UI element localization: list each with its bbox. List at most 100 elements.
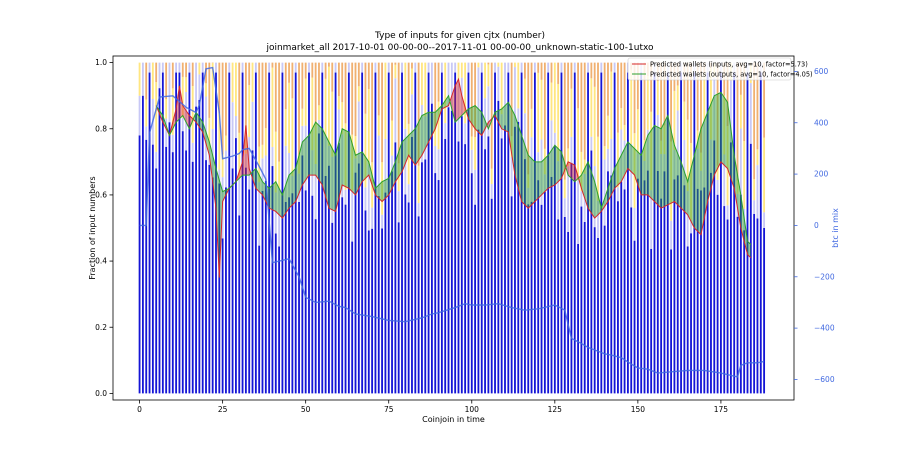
bar-segment-orange: [355, 63, 357, 137]
bar-segment-lightblue: [155, 152, 157, 169]
bar-segment-lightblue: [242, 63, 244, 73]
bar-segment-blue: [358, 163, 360, 393]
bar-segment-orange: [391, 63, 393, 121]
bar-segment-orange: [624, 63, 626, 125]
bar-segment-blue: [750, 144, 752, 394]
bar-segment-blue: [198, 100, 200, 393]
bar-segment-blue: [222, 238, 224, 393]
bar-segment-orange: [165, 63, 167, 99]
bar-segment-yellow: [683, 102, 685, 140]
bar-segment-lightblue: [182, 118, 184, 131]
bar-segment-blue: [617, 201, 619, 393]
bar-segment-blue: [308, 73, 310, 394]
bar-segment-lightblue: [590, 137, 592, 151]
bar-segment-lightblue: [670, 221, 672, 250]
bar-segment-orange: [305, 63, 307, 79]
bar-segment-blue: [627, 73, 629, 394]
bar-segment-lightblue: [238, 179, 240, 216]
bar-segment-lightblue: [228, 63, 230, 73]
bar-segment-lightblue: [351, 190, 353, 241]
bar-segment-yellow: [564, 180, 566, 198]
bar-segment-orange: [551, 63, 553, 83]
bar-segment-blue: [195, 107, 197, 394]
bar-segment-blue: [737, 217, 739, 394]
bar-segment-lightblue: [428, 63, 430, 73]
bar-segment-blue: [169, 122, 171, 393]
bar-segment-yellow: [537, 73, 539, 152]
bar-segment-blue: [414, 73, 416, 394]
bar-segment-lightblue: [614, 63, 616, 73]
bar-segment-lightblue: [438, 149, 440, 180]
bar-segment-blue: [228, 73, 230, 394]
y-tick-label: 0.0: [95, 389, 107, 398]
bar-segment-blue: [478, 130, 480, 394]
bar-segment-yellow: [368, 89, 370, 164]
bar-segment-blue: [501, 138, 503, 393]
bar-segment-blue: [630, 207, 632, 393]
bar-segment-orange: [438, 63, 440, 102]
bar-segment-yellow: [444, 63, 446, 123]
bar-segment-orange: [328, 63, 330, 67]
bar-segment-yellow: [501, 63, 503, 115]
bar-segment-lightblue: [554, 133, 556, 146]
bar-segment-lightblue: [282, 63, 284, 73]
bar-segment-blue: [727, 220, 729, 394]
bar-segment-blue: [378, 196, 380, 393]
bar-segment-blue: [491, 199, 493, 394]
bar-segment-orange: [487, 63, 489, 65]
bar-segment-blue: [504, 125, 506, 393]
bar-segment-yellow: [198, 63, 200, 75]
bar-segment-blue: [301, 155, 303, 393]
bar-segment-orange: [248, 63, 250, 85]
bar-segment-blue: [205, 160, 207, 393]
bar-segment-lightblue: [371, 208, 373, 229]
bar-segment-lightblue: [394, 78, 396, 142]
bar-segment-lightblue: [763, 212, 765, 228]
bar-segment-blue: [511, 196, 513, 393]
bar-segment-orange: [318, 63, 320, 106]
bar-segment-yellow: [318, 105, 320, 120]
bar-segment-yellow: [434, 129, 436, 146]
bar-segment-lightblue: [511, 157, 513, 196]
bar-segment-lightblue: [159, 63, 161, 89]
bar-segment-blue: [647, 171, 649, 394]
bar-segment-orange: [557, 63, 559, 84]
bar-segment-lightblue: [481, 63, 483, 73]
bar-segment-lightblue: [727, 205, 729, 219]
x-tick-label: 175: [714, 405, 729, 414]
bar-segment-blue: [487, 136, 489, 393]
bar-segment-blue: [610, 175, 612, 393]
x-tick-label: 0: [137, 405, 142, 414]
bar-segment-blue: [215, 73, 217, 394]
bar-segment-blue: [683, 185, 685, 393]
bar-segment-yellow: [152, 63, 154, 99]
bar-segment-blue: [471, 173, 473, 393]
bar-segment-lightblue: [580, 191, 582, 206]
bar-segment-blue: [561, 73, 563, 394]
bar-segment-orange: [491, 63, 493, 169]
bar-segment-yellow: [471, 136, 473, 149]
bar-segment-blue: [577, 244, 579, 394]
bar-segment-blue: [291, 193, 293, 393]
bar-segment-yellow: [262, 145, 264, 159]
bar-segment-blue: [321, 73, 323, 394]
bar-segment-lightblue: [600, 63, 602, 73]
bar-segment-orange: [368, 63, 370, 89]
bar-segment-blue: [404, 194, 406, 393]
bar-segment-blue: [527, 204, 529, 393]
bar-segment-blue: [434, 173, 436, 393]
y-axis-label: Fraction of input numbers: [88, 176, 97, 279]
bar-segment-orange: [381, 63, 383, 163]
bar-segment-blue: [255, 73, 257, 394]
bar-segment-orange: [607, 63, 609, 116]
bar-segment-orange: [311, 63, 313, 78]
bar-segment-lightblue: [564, 198, 566, 217]
bar-segment-blue: [571, 163, 573, 394]
bar-segment-lightblue: [205, 97, 207, 161]
bar-segment-lightblue: [534, 63, 536, 73]
bar-segment-lightblue: [561, 63, 563, 73]
bar-segment-blue: [155, 168, 157, 393]
bar-segment-lightblue: [414, 63, 416, 73]
bar-segment-blue: [620, 182, 622, 394]
